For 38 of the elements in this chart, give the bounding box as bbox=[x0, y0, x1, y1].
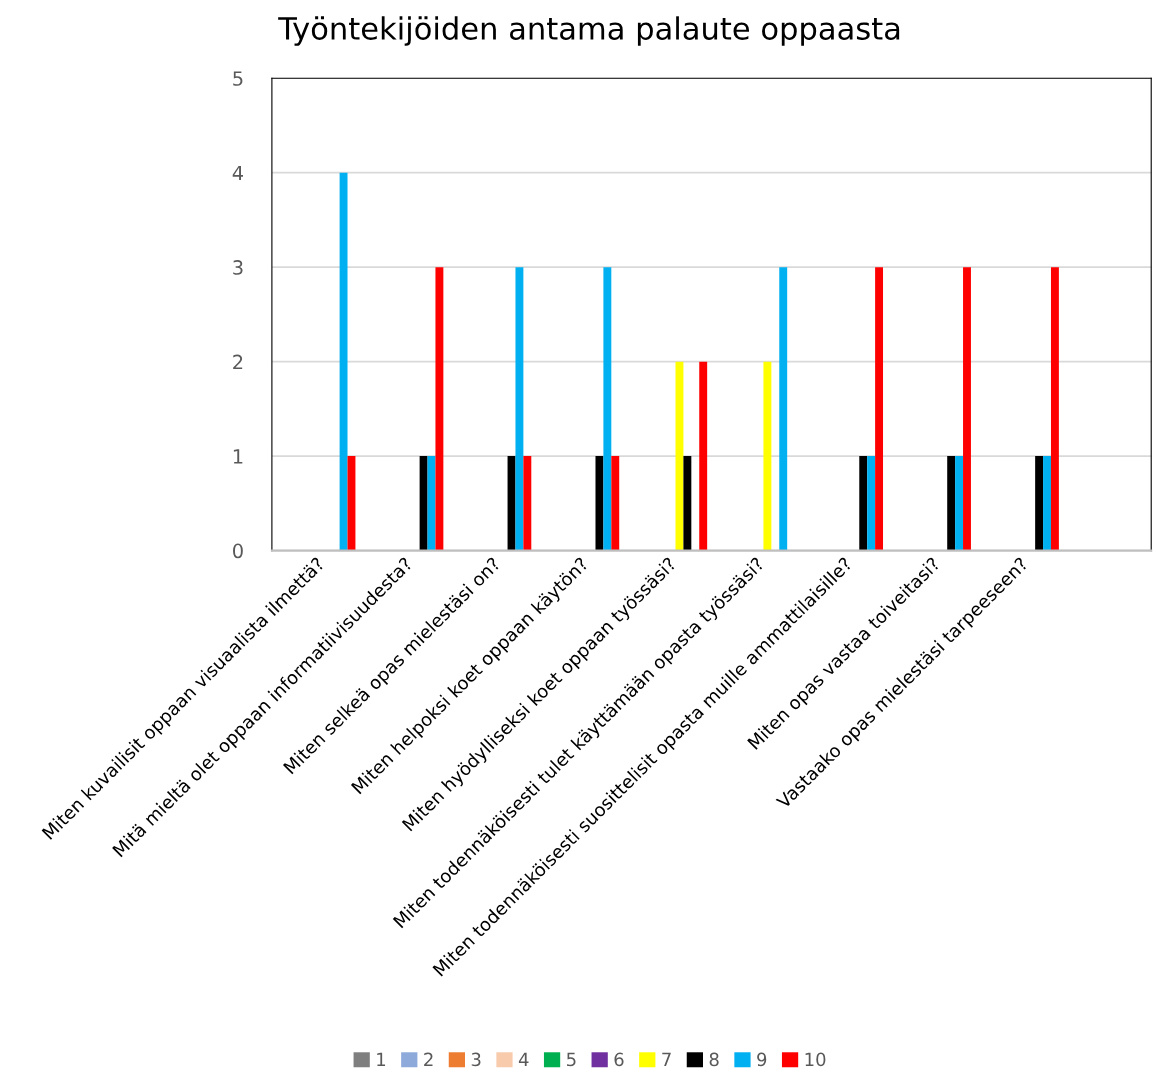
bar bbox=[763, 361, 772, 551]
bar bbox=[419, 456, 428, 551]
bar bbox=[523, 456, 532, 551]
bar bbox=[595, 456, 604, 551]
legend-label: 9 bbox=[757, 1052, 767, 1067]
y-tick-label: 2 bbox=[233, 354, 243, 370]
bar bbox=[611, 456, 620, 551]
bar bbox=[779, 267, 788, 551]
y-tick-label: 5 bbox=[233, 71, 243, 86]
legend-label: 6 bbox=[614, 1052, 624, 1067]
bar bbox=[515, 267, 524, 551]
legend-label: 3 bbox=[471, 1052, 481, 1067]
bar bbox=[875, 267, 884, 551]
legend-label: 4 bbox=[518, 1052, 529, 1066]
y-tick-label: 4 bbox=[232, 165, 244, 181]
y-tick-label: 0 bbox=[233, 543, 243, 559]
bar bbox=[683, 456, 692, 551]
legend-label: 2 bbox=[424, 1052, 433, 1066]
bar bbox=[1035, 456, 1044, 551]
bar bbox=[1043, 456, 1051, 551]
legend-label: 7 bbox=[662, 1052, 671, 1066]
bar bbox=[435, 267, 444, 551]
bar bbox=[339, 172, 348, 551]
bar bbox=[603, 267, 612, 551]
y-tick-label: 3 bbox=[233, 260, 243, 275]
bar bbox=[867, 456, 876, 551]
bar bbox=[947, 456, 956, 551]
legend-label: 10 bbox=[805, 1052, 826, 1067]
legend-label: 1 bbox=[377, 1052, 386, 1066]
bar bbox=[955, 456, 964, 551]
bar bbox=[1050, 267, 1059, 551]
legend-label: 5 bbox=[567, 1052, 576, 1067]
bar bbox=[963, 267, 971, 551]
bar bbox=[859, 456, 868, 551]
chart-title: Työntekijöiden antama palaute oppaasta bbox=[278, 16, 900, 46]
bar bbox=[699, 361, 708, 551]
legend-label: 8 bbox=[709, 1052, 719, 1067]
y-tick-label: 1 bbox=[233, 449, 243, 464]
